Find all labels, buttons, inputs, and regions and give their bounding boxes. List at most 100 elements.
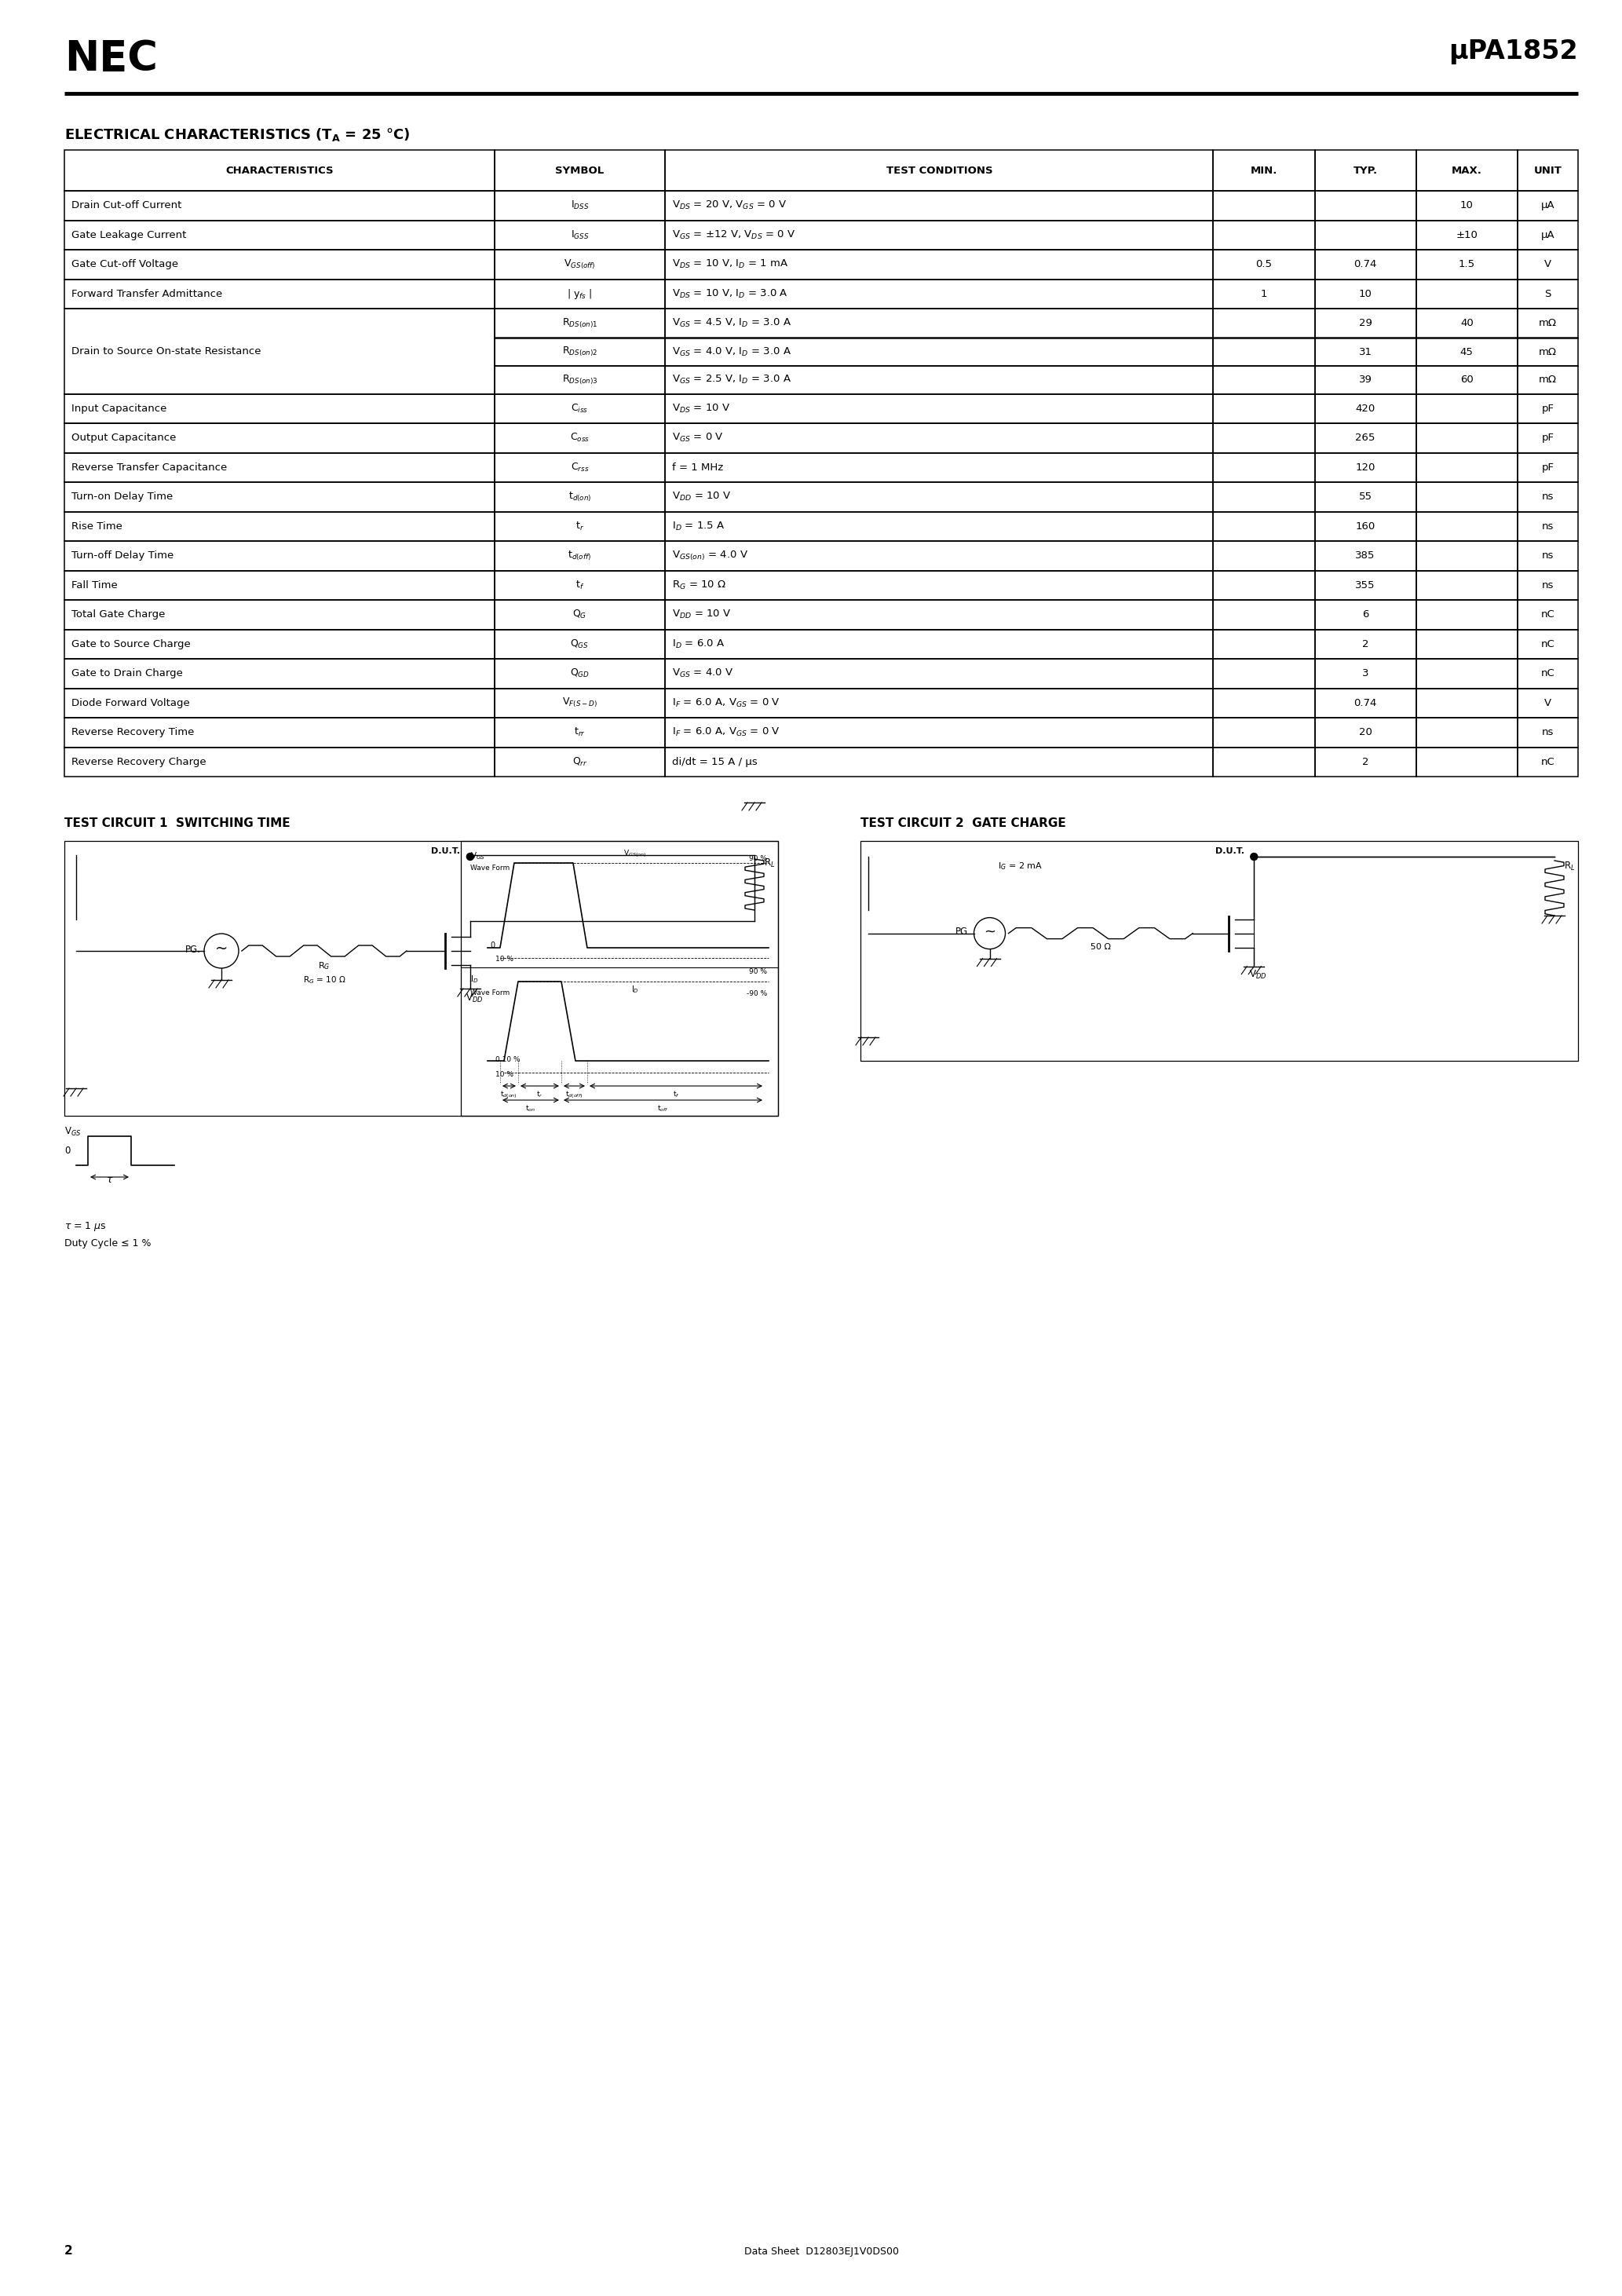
Text: V$_{DS}$ = 20 V, V$_{GS}$ = 0 V: V$_{DS}$ = 20 V, V$_{GS}$ = 0 V: [673, 200, 787, 211]
Bar: [1416, 338, 1518, 365]
Bar: [1518, 482, 1578, 512]
Text: V$_{GS(on)}$ = 4.0 V: V$_{GS(on)}$ = 4.0 V: [673, 549, 749, 563]
Text: nC: nC: [1541, 638, 1555, 650]
Text: R$_G$ = 10 Ω: R$_G$ = 10 Ω: [303, 974, 345, 985]
Bar: [1315, 280, 1416, 308]
Bar: [1518, 365, 1578, 395]
Text: V: V: [1544, 698, 1551, 707]
Text: Reverse Transfer Capacitance: Reverse Transfer Capacitance: [71, 461, 227, 473]
Bar: [495, 512, 665, 542]
Bar: [1315, 422, 1416, 452]
Text: 45: 45: [1460, 347, 1473, 358]
Text: I$_{F}$ = 6.0 A, V$_{GS}$ = 0 V: I$_{F}$ = 6.0 A, V$_{GS}$ = 0 V: [673, 726, 780, 739]
Bar: [860, 840, 1578, 1061]
Bar: [665, 338, 1213, 365]
Bar: [1518, 629, 1578, 659]
Bar: [495, 191, 665, 220]
Bar: [65, 840, 779, 1116]
Text: Q$_{GS}$: Q$_{GS}$: [571, 638, 589, 650]
Text: Q$_{G}$: Q$_{G}$: [573, 608, 587, 620]
Text: 39: 39: [1359, 374, 1372, 386]
Text: pF: pF: [1541, 461, 1554, 473]
Text: Gate to Drain Charge: Gate to Drain Charge: [71, 668, 183, 680]
Bar: [1315, 250, 1416, 280]
Text: V$_{GS}$: V$_{GS}$: [470, 850, 485, 861]
Bar: [1518, 599, 1578, 629]
Text: I$_G$ = 2 mA: I$_G$ = 2 mA: [998, 861, 1043, 872]
Bar: [1518, 452, 1578, 482]
Bar: [1213, 512, 1315, 542]
Text: V$_{GS}$ = ±12 V, V$_{DS}$ = 0 V: V$_{GS}$ = ±12 V, V$_{DS}$ = 0 V: [673, 230, 796, 241]
Text: R$_{DS(on)2}$: R$_{DS(on)2}$: [561, 344, 597, 358]
Text: V$_{GS}$ = 0 V: V$_{GS}$ = 0 V: [673, 432, 723, 443]
Text: mΩ: mΩ: [1539, 374, 1557, 386]
Bar: [1213, 422, 1315, 452]
Text: 10 %: 10 %: [495, 1070, 514, 1077]
Text: 40: 40: [1460, 319, 1473, 328]
Bar: [1518, 338, 1578, 365]
Bar: [495, 308, 665, 338]
Bar: [65, 569, 495, 599]
Bar: [665, 149, 1213, 191]
Text: 1: 1: [1260, 289, 1267, 298]
Bar: [495, 719, 665, 746]
Bar: [495, 746, 665, 776]
Text: nC: nC: [1541, 758, 1555, 767]
Text: t$_{off}$: t$_{off}$: [657, 1104, 668, 1114]
Text: V$_{DS}$ = 10 V, I$_{D}$ = 3.0 A: V$_{DS}$ = 10 V, I$_{D}$ = 3.0 A: [673, 287, 788, 301]
Bar: [1213, 452, 1315, 482]
Bar: [1416, 482, 1518, 512]
Text: t$_{r}$: t$_{r}$: [576, 521, 584, 533]
Bar: [665, 452, 1213, 482]
Text: V$_{GS(on)}$: V$_{GS(on)}$: [624, 847, 647, 859]
Bar: [495, 659, 665, 689]
Bar: [65, 308, 495, 395]
Bar: [665, 365, 1213, 395]
Bar: [495, 452, 665, 482]
Text: R$_{G}$ = 10 Ω: R$_{G}$ = 10 Ω: [673, 579, 727, 590]
Bar: [1213, 746, 1315, 776]
Text: V$_{DD}$ = 10 V: V$_{DD}$ = 10 V: [673, 491, 732, 503]
Text: t$_{d(on)}$: t$_{d(on)}$: [501, 1088, 517, 1100]
Bar: [65, 250, 495, 280]
Bar: [65, 422, 495, 452]
Text: ~: ~: [216, 941, 227, 955]
Bar: [1315, 629, 1416, 659]
Text: Output Capacitance: Output Capacitance: [71, 434, 177, 443]
Text: 10 %: 10 %: [495, 955, 514, 962]
Text: I$_{DSS}$: I$_{DSS}$: [571, 200, 589, 211]
Text: SYMBOL: SYMBOL: [555, 165, 605, 174]
Bar: [1315, 191, 1416, 220]
Text: 355: 355: [1356, 581, 1375, 590]
Text: CHARACTERISTICS: CHARACTERISTICS: [225, 165, 334, 174]
Text: μA: μA: [1541, 200, 1554, 211]
Bar: [1518, 659, 1578, 689]
Bar: [665, 599, 1213, 629]
Text: 2: 2: [1362, 758, 1369, 767]
Text: V: V: [1544, 259, 1551, 269]
Text: Fall Time: Fall Time: [71, 581, 117, 590]
Bar: [65, 659, 495, 689]
Text: V$_{DD}$: V$_{DD}$: [466, 992, 483, 1003]
Text: Reverse Recovery Time: Reverse Recovery Time: [71, 728, 195, 737]
Text: NEC: NEC: [65, 39, 157, 80]
Bar: [495, 542, 665, 569]
Text: t$_f$: t$_f$: [673, 1088, 680, 1100]
Text: I$_{D}$ = 6.0 A: I$_{D}$ = 6.0 A: [673, 638, 725, 650]
Bar: [665, 482, 1213, 512]
Bar: [665, 308, 1213, 338]
Bar: [1315, 308, 1416, 338]
Bar: [1315, 746, 1416, 776]
Bar: [1213, 250, 1315, 280]
Text: R$_{DS(on)3}$: R$_{DS(on)3}$: [561, 374, 599, 386]
Bar: [1315, 512, 1416, 542]
Bar: [1213, 542, 1315, 569]
Bar: [495, 689, 665, 719]
Text: 10: 10: [1460, 200, 1473, 211]
Bar: [1518, 542, 1578, 569]
Bar: [1315, 149, 1416, 191]
Bar: [1315, 689, 1416, 719]
Text: 120: 120: [1356, 461, 1375, 473]
Text: TEST CIRCUIT 2  GATE CHARGE: TEST CIRCUIT 2 GATE CHARGE: [860, 817, 1066, 829]
Bar: [1213, 482, 1315, 512]
